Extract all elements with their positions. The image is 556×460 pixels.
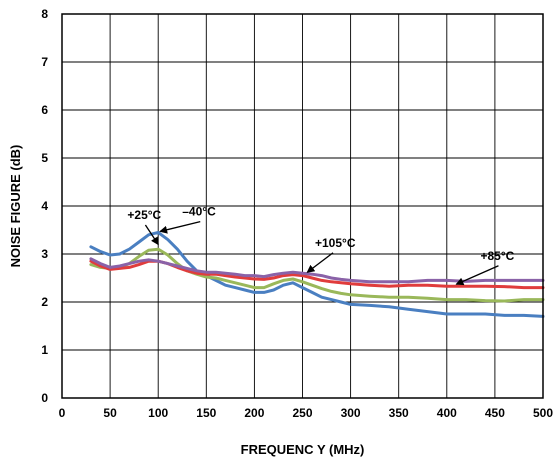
series-line-4 xyxy=(89,257,545,284)
annotation-arrow xyxy=(455,265,499,286)
y-tick-label: 5 xyxy=(41,151,48,165)
x-tick-label: 500 xyxy=(533,406,553,420)
annotation-label: –40°C xyxy=(182,205,216,219)
annotation-arrow xyxy=(306,252,334,273)
series-line-2 xyxy=(89,247,545,303)
x-tick-label: 300 xyxy=(341,406,361,420)
y-tick-label: 4 xyxy=(41,199,48,213)
annotation-label: +25°C xyxy=(127,208,161,222)
annotation-label: +105°C xyxy=(315,236,356,250)
x-tick-label: 450 xyxy=(485,406,505,420)
x-tick-label: 250 xyxy=(292,406,312,420)
annotation-arrow xyxy=(144,224,159,246)
x-tick-label: 400 xyxy=(437,406,457,420)
x-tick-label: 50 xyxy=(103,406,117,420)
y-tick-label: 2 xyxy=(41,295,48,309)
x-axis-title: FREQUENC Y (MHz) xyxy=(241,442,365,457)
x-tick-label: 0 xyxy=(59,406,66,420)
y-tick-label: 0 xyxy=(41,391,48,405)
x-tick-labels: 0 50 100 150 200 250 300 350 400 450 500 xyxy=(59,406,554,420)
x-tick-label: 150 xyxy=(196,406,216,420)
y-tick-label: 1 xyxy=(41,343,48,357)
plot-frame xyxy=(61,13,544,399)
y-axis-title: NOISE FIGURE (dB) xyxy=(8,145,23,268)
series-group xyxy=(89,230,545,318)
x-tick-label: 100 xyxy=(148,406,168,420)
x-tick-label: 350 xyxy=(389,406,409,420)
y-tick-label: 7 xyxy=(41,55,48,69)
x-tick-label: 200 xyxy=(244,406,264,420)
series-line-1 xyxy=(89,230,545,318)
grid xyxy=(62,14,543,398)
y-tick-labels: 0 1 2 3 4 5 6 7 8 xyxy=(41,7,48,405)
y-tick-label: 8 xyxy=(41,7,48,21)
y-tick-label: 3 xyxy=(41,247,48,261)
annotation-group: +25°C –40°C +105°C +85°C xyxy=(127,205,515,286)
annotation-arrow xyxy=(159,220,201,234)
y-tick-label: 6 xyxy=(41,103,48,117)
annotation-label: +85°C xyxy=(480,249,514,263)
